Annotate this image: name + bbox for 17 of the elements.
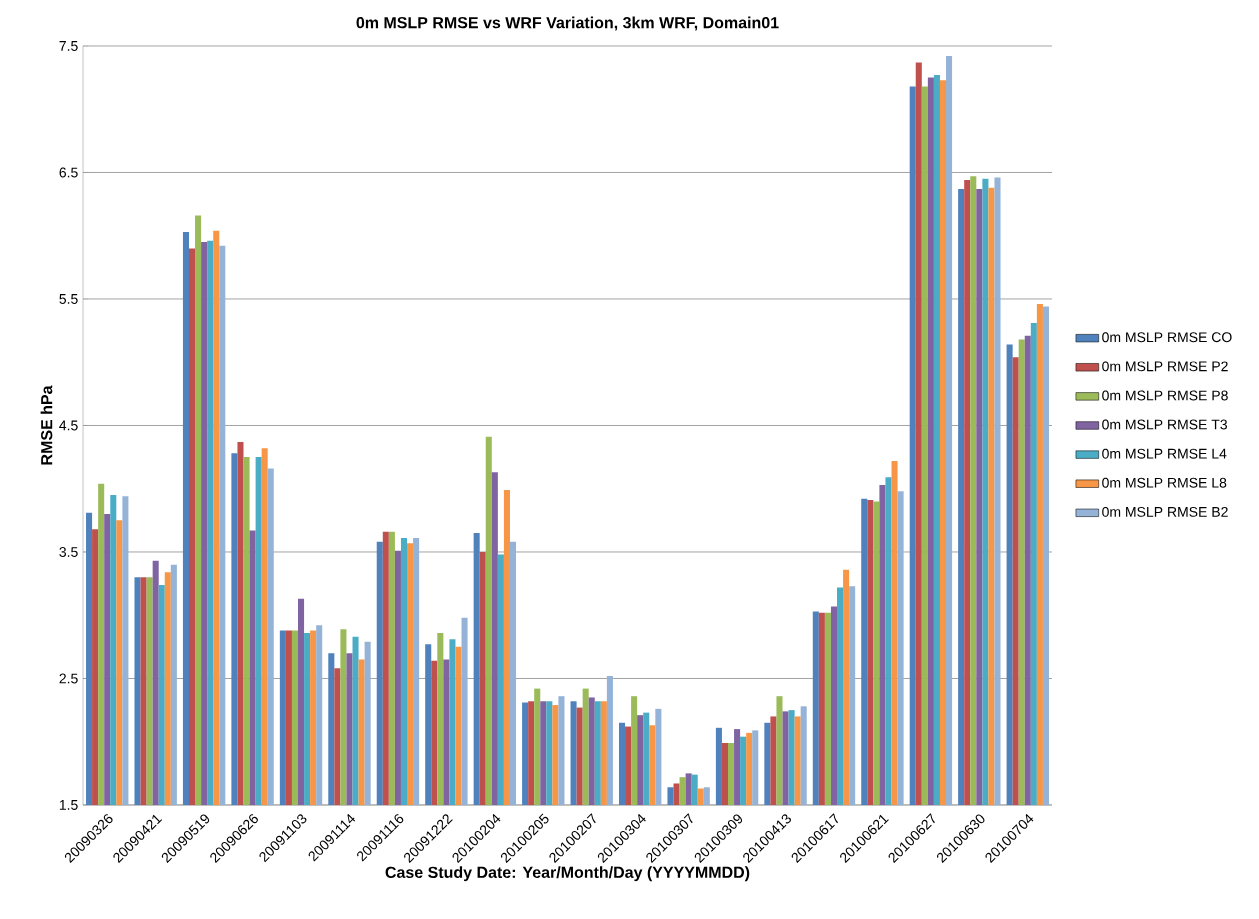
legend-label: 0m MSLP RMSE P2: [1102, 361, 1228, 372]
legend-label: 0m MSLP RMSE T3: [1102, 419, 1228, 430]
y-tick-label: 2.5: [59, 673, 78, 684]
y-tick-label: 4.5: [59, 420, 78, 431]
y-tick-label: 3.5: [59, 547, 78, 557]
y-tick-label: 6.5: [59, 167, 78, 178]
x-axis-title: Case Study Date: Year/Month/Day (YYYYMMDD): [385, 866, 750, 882]
legend-label: 0m MSLP RMSE B2: [1102, 506, 1228, 517]
legend-label: 0m MSLP RMSE P8: [1102, 390, 1228, 401]
y-tick-label: 7.5: [59, 41, 78, 51]
legend-label: 0m MSLP RMSE CO: [1102, 332, 1232, 343]
y-tick-label: 5.5: [59, 294, 78, 304]
y-tick-label: 1.5: [59, 800, 78, 810]
legend-label: 0m MSLP RMSE L4: [1102, 448, 1227, 459]
chart-title: 0m MSLP RMSE vs WRF Variation, 3km WRF, Domain01: [356, 16, 779, 31]
legend-label: 0m MSLP RMSE L8: [1102, 477, 1227, 488]
y-axis-title: RMSE hPa: [40, 385, 53, 465]
